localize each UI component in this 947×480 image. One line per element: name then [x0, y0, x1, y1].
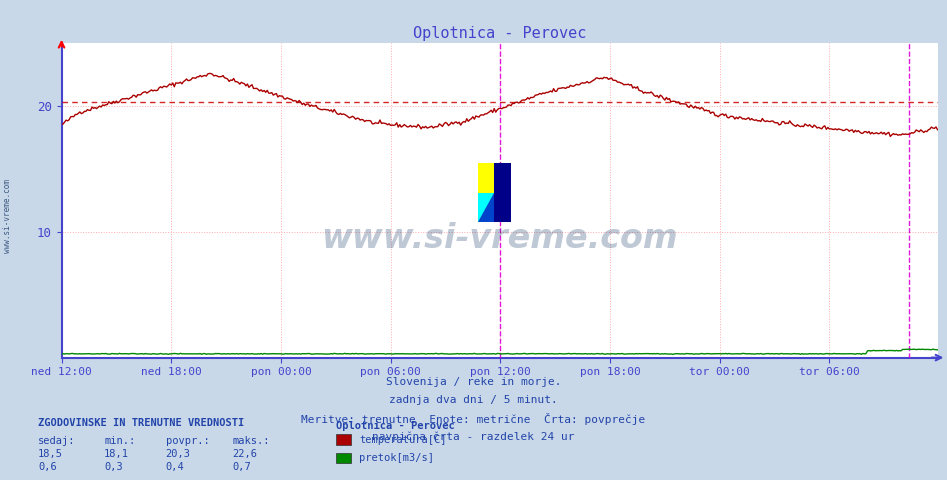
- Text: zadnja dva dni / 5 minut.: zadnja dva dni / 5 minut.: [389, 395, 558, 405]
- Text: temperatura[C]: temperatura[C]: [359, 435, 446, 444]
- Bar: [477, 163, 494, 192]
- Text: 0,7: 0,7: [232, 462, 251, 472]
- Text: Slovenija / reke in morje.: Slovenija / reke in morje.: [385, 377, 562, 387]
- Text: 22,6: 22,6: [232, 449, 257, 459]
- Text: ZGODOVINSKE IN TRENUTNE VREDNOSTI: ZGODOVINSKE IN TRENUTNE VREDNOSTI: [38, 418, 244, 428]
- Text: 0,3: 0,3: [104, 462, 123, 472]
- Text: 0,4: 0,4: [166, 462, 185, 472]
- Text: sedaj:: sedaj:: [38, 436, 76, 446]
- Bar: [477, 192, 494, 222]
- Text: 18,5: 18,5: [38, 449, 63, 459]
- Text: 18,1: 18,1: [104, 449, 129, 459]
- Text: min.:: min.:: [104, 436, 135, 446]
- Bar: [494, 163, 511, 222]
- Text: 0,6: 0,6: [38, 462, 57, 472]
- Text: 20,3: 20,3: [166, 449, 190, 459]
- Text: Meritve: trenutne  Enote: metrične  Črta: povprečje: Meritve: trenutne Enote: metrične Črta: …: [301, 413, 646, 425]
- Title: Oplotnica - Perovec: Oplotnica - Perovec: [413, 25, 586, 41]
- Polygon shape: [477, 192, 494, 222]
- Text: Oplotnica - Perovec: Oplotnica - Perovec: [336, 421, 455, 432]
- Text: povpr.:: povpr.:: [166, 436, 209, 446]
- Text: navpična črta - razdelek 24 ur: navpična črta - razdelek 24 ur: [372, 432, 575, 442]
- Text: pretok[m3/s]: pretok[m3/s]: [359, 453, 434, 463]
- Text: www.si-vreme.com: www.si-vreme.com: [3, 179, 12, 253]
- Text: maks.:: maks.:: [232, 436, 270, 446]
- Text: www.si-vreme.com: www.si-vreme.com: [321, 222, 678, 254]
